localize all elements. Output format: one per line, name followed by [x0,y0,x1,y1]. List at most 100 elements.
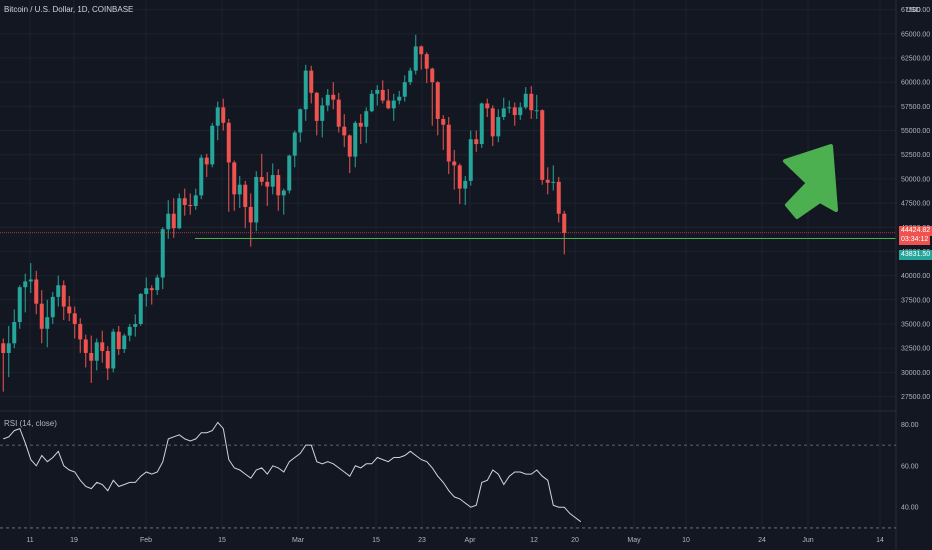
time-tick-label: Feb [140,537,152,544]
price-tick-label: 40000.00 [901,273,930,280]
price-tick-label: 27500.00 [901,394,930,401]
candle-body [303,70,308,110]
candle [331,82,336,110]
candle-body [100,342,105,352]
candle [424,52,429,84]
candle-body [133,323,138,327]
rsi-tick-label: 60.00 [901,463,919,470]
candle [6,325,11,378]
price-axis-labels: 67500.00 65000.00 62500.00 60000.00 57500.00… [901,7,930,401]
candle-body [89,352,94,361]
candle-body [155,277,160,291]
candle-body [281,190,286,196]
candle-body [78,323,83,340]
candle [540,109,545,185]
time-tick-label: 23 [418,537,426,544]
candle [479,102,484,148]
candle-body [276,175,281,196]
candle-body [380,89,385,101]
candle [507,100,512,114]
candle [94,338,99,371]
candle [375,85,380,106]
rsi-pane [0,421,896,529]
candle-body [116,331,121,350]
candle-body [1,343,6,353]
chart-title: Bitcoin / U.S. Dollar, 1D, COINBASE [4,5,134,14]
up-right-arrow-icon [783,144,838,219]
price-tick-label: 60000.00 [901,80,930,87]
candle-body [556,181,561,214]
candle-body [347,135,352,157]
price-tick-label: 35000.00 [901,321,930,328]
candle-body [127,326,132,336]
candle-body [402,82,407,97]
candle [72,306,77,339]
time-tick-label: 20 [571,537,579,544]
candle [309,65,314,104]
time-tick-label: 19 [70,537,78,544]
candle [298,108,303,143]
candle-body [457,165,462,189]
price-tick-label: 55000.00 [901,128,930,135]
candle [314,91,319,136]
price-tick-label: 30000.00 [901,370,930,377]
candle [243,180,248,229]
candle-body [336,99,341,127]
candle [17,285,22,329]
candle [215,101,220,141]
candle [188,193,193,215]
candle [149,285,154,305]
candle-body [452,161,457,166]
candle [551,165,556,191]
candle [237,176,242,208]
candle [138,293,143,326]
candle-body [551,181,556,183]
candle-body [512,107,517,116]
candle-body [309,70,314,93]
candle [468,130,473,186]
candle [430,67,435,126]
time-tick-label: May [627,537,641,544]
candle-body [144,288,149,294]
candle-body [56,285,61,297]
candle-body [237,184,242,195]
candle-body [562,213,567,233]
candle-body [507,107,512,109]
candle [133,314,138,337]
candle [210,122,215,168]
candle [408,67,413,86]
candle-body [171,213,176,229]
candle-body [166,213,171,230]
candle [435,81,440,136]
candle-body [474,139,479,145]
candle [303,64,308,121]
candle-body [479,103,484,145]
time-tick-label: 10 [682,537,690,544]
time-tick-label: 15 [218,537,226,544]
candle [12,309,17,349]
time-tick-label: Jun [802,537,813,544]
candle [50,292,55,324]
candle-body [94,342,99,361]
candle [529,86,534,119]
candle-body [534,110,539,112]
candle-body [243,184,248,207]
candle [501,97,506,120]
candle-body [331,94,336,100]
candle-body [226,122,231,163]
candle-body [204,157,209,165]
candle [259,153,264,186]
candle [23,273,28,313]
candle-body [287,155,292,191]
candle [182,188,187,216]
candle-body [23,281,28,288]
candle [402,75,407,102]
candle [276,169,281,211]
candle-body [364,111,369,127]
candle-body [391,100,396,109]
candle [523,87,528,110]
candle-body [424,54,429,69]
candle-body [28,279,33,282]
candle [534,94,539,119]
candle [364,107,369,144]
